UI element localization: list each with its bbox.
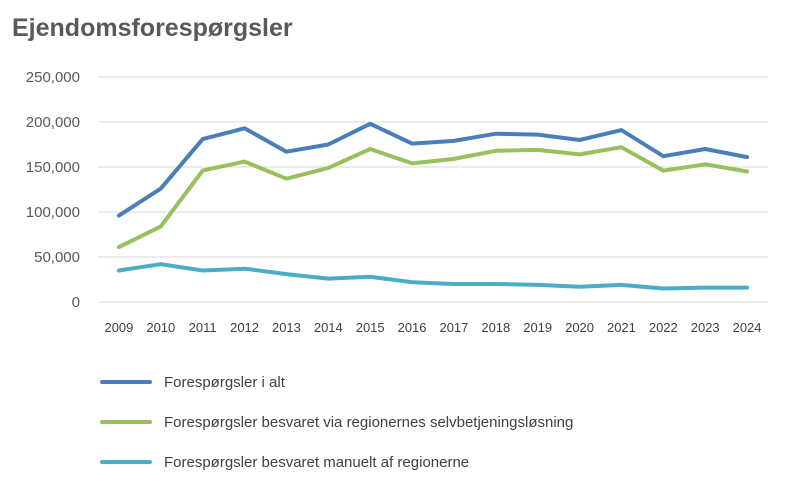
legend-swatch-self-service	[100, 420, 152, 424]
series-line-1	[116, 145, 750, 250]
x-tick-label: 2018	[481, 320, 510, 335]
x-tick-label: 2023	[691, 320, 720, 335]
legend-item-manual: Forespørgsler besvaret manuelt af region…	[100, 442, 573, 482]
legend-label-self-service: Forespørgsler besvaret via regionernes s…	[164, 413, 574, 431]
x-tick-label: 2017	[439, 320, 468, 335]
x-tick-label: 2013	[272, 320, 301, 335]
legend-item-self-service: Forespørgsler besvaret via regionernes s…	[100, 402, 573, 442]
x-tick-label: 2021	[607, 320, 636, 335]
legend-item-total: Forespørgsler i alt	[100, 362, 573, 402]
x-tick-label: 2022	[649, 320, 678, 335]
legend-label-total: Forespørgsler i alt	[164, 373, 285, 391]
x-tick-label: 2019	[523, 320, 552, 335]
x-tick-label: 2020	[565, 320, 594, 335]
x-tick-label: 2024	[733, 320, 762, 335]
x-tick-label: 2016	[398, 320, 427, 335]
y-tick-label: 50,000	[34, 249, 80, 266]
legend: Forespørgsler i alt Forespørgsler besvar…	[100, 362, 573, 482]
y-tick-label: 200,000	[26, 114, 80, 131]
y-tick-label: 150,000	[26, 159, 80, 176]
y-tick-label: 250,000	[26, 69, 80, 86]
series-line-0	[116, 121, 750, 218]
x-tick-label: 2010	[146, 320, 175, 335]
chart-title: Ejendomsforespørgsler	[12, 14, 293, 42]
x-tick-label: 2012	[230, 320, 259, 335]
y-tick-label: 100,000	[26, 204, 80, 221]
y-tick-label: 0	[72, 294, 80, 311]
x-axis-tick-labels: 2009 2010 2011 2012 2013 2014 2015 2016 2017 2018…	[104, 320, 761, 335]
y-axis-tick-labels: 0 50,000 100,000 150,000 200,000 250,000	[26, 69, 80, 311]
legend-swatch-manual	[100, 460, 152, 464]
x-tick-label: 2011	[189, 320, 217, 335]
x-tick-label: 2015	[356, 320, 385, 335]
series-line-2	[116, 262, 750, 291]
legend-swatch-total	[100, 380, 152, 384]
legend-label-manual: Forespørgsler besvaret manuelt af region…	[164, 453, 470, 471]
gridlines	[98, 76, 768, 303]
series-lines	[116, 121, 750, 291]
x-tick-label: 2009	[104, 320, 133, 335]
x-tick-label: 2014	[314, 320, 343, 335]
